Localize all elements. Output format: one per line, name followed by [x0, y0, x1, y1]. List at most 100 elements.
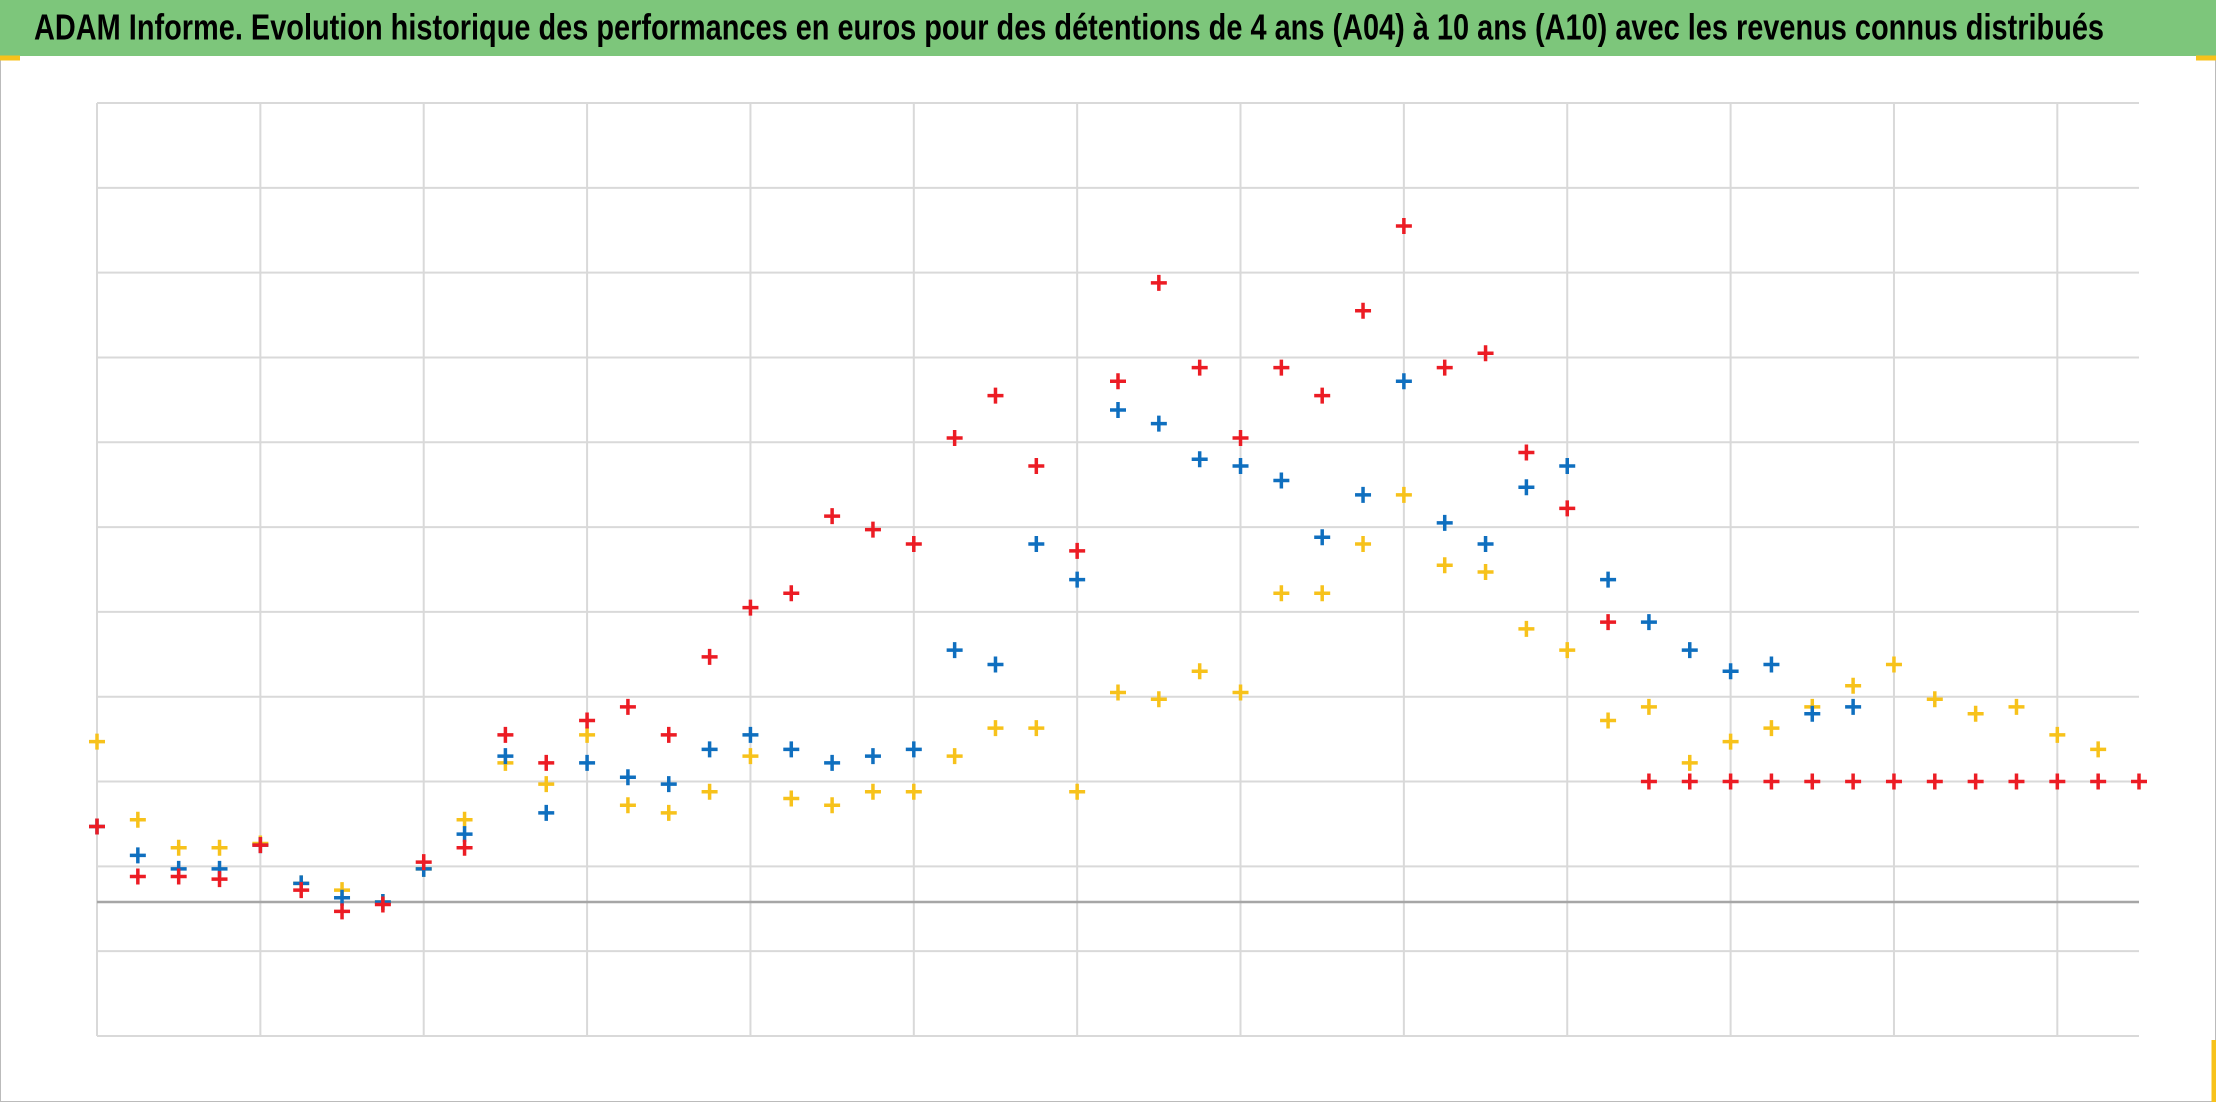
- point: [1722, 773, 1739, 790]
- point: [1518, 444, 1535, 461]
- point: [1926, 773, 1943, 790]
- point: [1681, 754, 1698, 771]
- point: [1069, 571, 1086, 588]
- point: [864, 783, 881, 800]
- point: [1273, 585, 1290, 602]
- point: [129, 868, 146, 885]
- point: [1477, 536, 1494, 553]
- point: [1110, 684, 1126, 701]
- point: [129, 847, 146, 864]
- point: [1885, 773, 1902, 790]
- point: [701, 648, 718, 665]
- point: [619, 698, 636, 715]
- point: [1110, 402, 1126, 419]
- point: [1150, 274, 1167, 291]
- point: [415, 854, 432, 871]
- point: [1191, 663, 1208, 680]
- point: [252, 837, 269, 854]
- point: [1640, 614, 1657, 631]
- point: [701, 783, 718, 800]
- point: [1559, 642, 1576, 659]
- point: [1518, 479, 1535, 496]
- point: [89, 818, 105, 835]
- point: [1395, 373, 1412, 390]
- point: [1069, 542, 1086, 559]
- point: [701, 741, 718, 758]
- point: [1722, 663, 1739, 680]
- point: [1150, 415, 1167, 432]
- point: [783, 585, 800, 602]
- point: [1967, 773, 1984, 790]
- point: [1314, 585, 1331, 602]
- point: [1967, 705, 1984, 722]
- point: [334, 889, 351, 906]
- point: [1845, 698, 1862, 715]
- point: [742, 748, 759, 765]
- point: [1681, 773, 1698, 790]
- point: [905, 741, 922, 758]
- point: [1436, 359, 1453, 376]
- point: [1232, 430, 1249, 447]
- point: [1355, 536, 1372, 553]
- point: [742, 599, 759, 616]
- point: [1518, 620, 1535, 637]
- point: [579, 726, 596, 743]
- point: [1722, 733, 1739, 750]
- point: [1028, 458, 1045, 475]
- point: [2008, 698, 2025, 715]
- point: [660, 726, 677, 743]
- point: [987, 656, 1004, 673]
- point: [170, 839, 187, 856]
- point: [170, 868, 187, 885]
- point: [1436, 557, 1453, 574]
- point: [1028, 536, 1045, 553]
- point: [1355, 486, 1372, 503]
- point: [1926, 691, 1943, 708]
- point: [1273, 472, 1290, 489]
- point: [1477, 564, 1494, 581]
- point: [89, 733, 105, 750]
- point: [824, 754, 841, 771]
- point: [497, 748, 514, 765]
- point: [987, 387, 1004, 404]
- point: [905, 536, 922, 553]
- point: [2131, 773, 2147, 790]
- point: [1845, 677, 1862, 694]
- point: [864, 521, 881, 538]
- point: [742, 726, 759, 743]
- point: [1640, 698, 1657, 715]
- point: [1191, 451, 1208, 468]
- point: [946, 430, 963, 447]
- point: [1150, 691, 1167, 708]
- point: [1559, 500, 1576, 517]
- point: [619, 769, 636, 786]
- point: [334, 903, 351, 920]
- point: [987, 720, 1004, 737]
- point: [1804, 705, 1821, 722]
- point: [374, 896, 391, 913]
- point: [2090, 773, 2107, 790]
- point: [783, 790, 800, 807]
- point: [538, 804, 555, 821]
- title-bar: [0, 0, 2216, 56]
- point: [1763, 656, 1780, 673]
- point: [538, 754, 555, 771]
- point: [1763, 773, 1780, 790]
- chart-title: ADAM Informe. Evolution historique des p…: [34, 7, 2104, 48]
- point: [946, 748, 963, 765]
- point: [619, 797, 636, 814]
- point: [211, 871, 228, 888]
- point: [538, 776, 555, 793]
- point: [660, 776, 677, 793]
- point: [497, 726, 514, 743]
- point: [660, 804, 677, 821]
- point: [579, 712, 596, 729]
- point: [824, 797, 841, 814]
- point: [1600, 571, 1617, 588]
- point: [129, 811, 146, 828]
- point: [2049, 773, 2066, 790]
- corner-mark: [0, 55, 2216, 1102]
- point: [211, 839, 228, 856]
- point: [1355, 302, 1372, 319]
